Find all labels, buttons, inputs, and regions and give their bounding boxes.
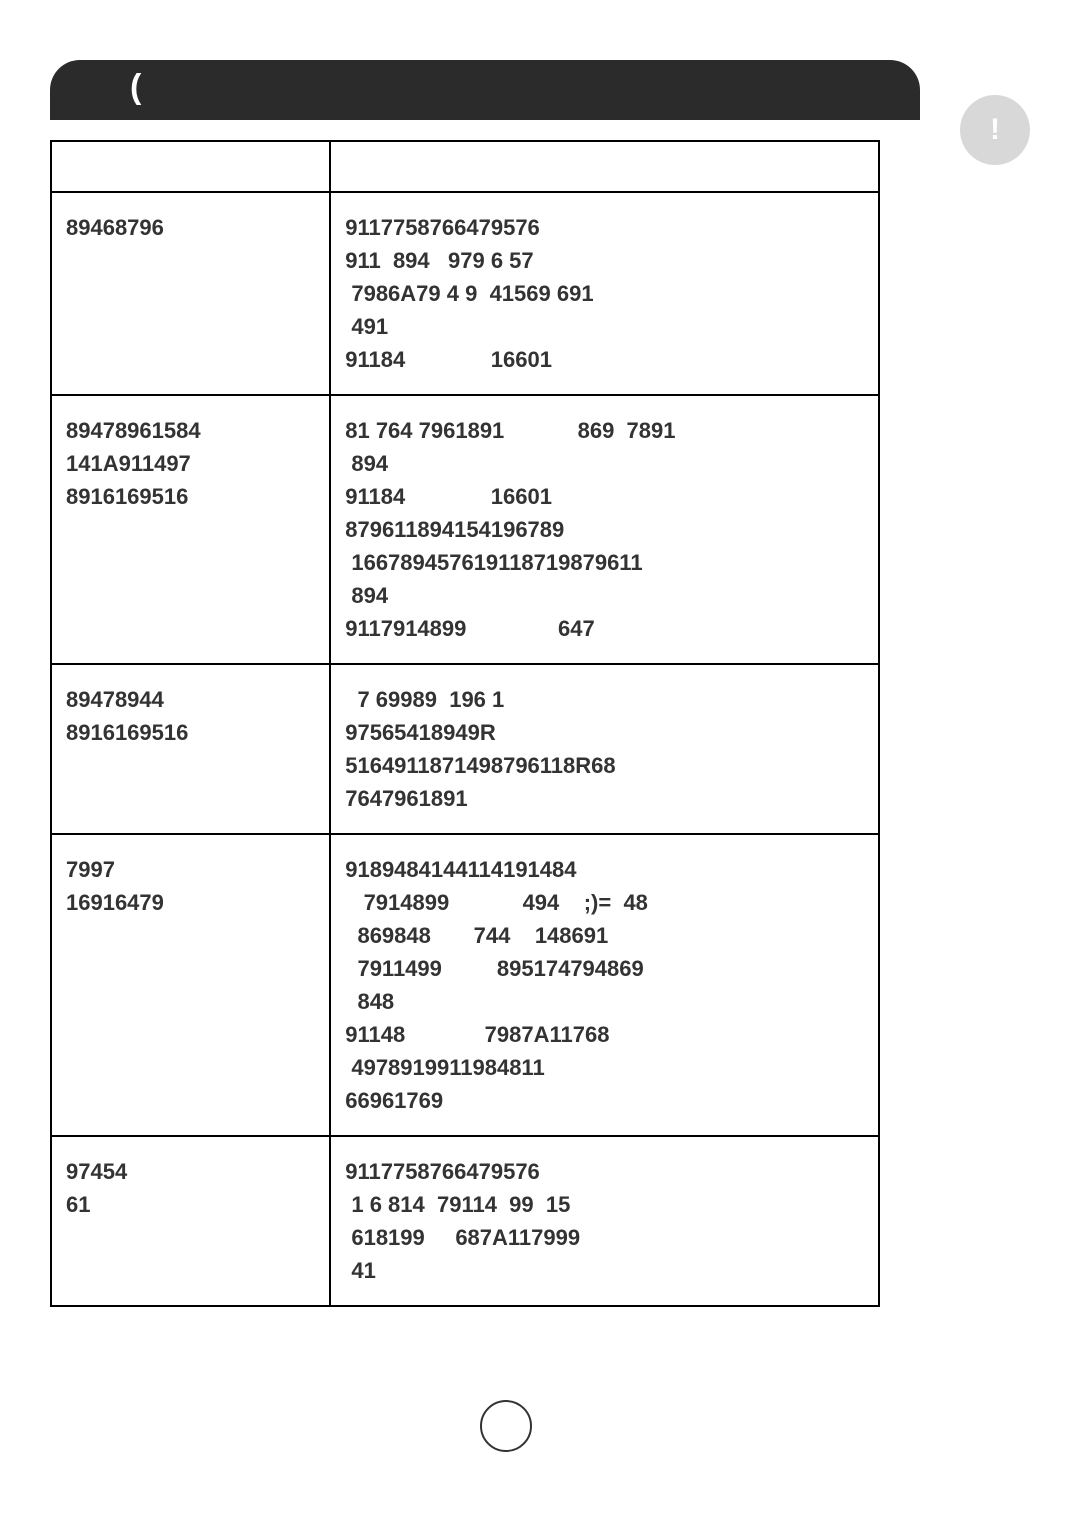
table-row: 7997169164799189484144114191484 7914899 …: [51, 834, 879, 1136]
cell-right: 7 69989 196 197565418949R516491187149879…: [330, 664, 879, 834]
cell-text-line: 89478961584: [66, 414, 315, 447]
cell-text-line: 1 6 814 79114 99 15: [345, 1188, 864, 1221]
cell-text-line: 7914899 494 ;)= 48: [345, 886, 864, 919]
cell-text-line: 97454: [66, 1155, 315, 1188]
cell-text-line: 8916169516: [66, 716, 315, 749]
cell-text-line: 7647961891: [345, 782, 864, 815]
cell-left: 894789448916169516: [51, 664, 330, 834]
cell-text-line: 16916479: [66, 886, 315, 919]
cell-text-line: 91148 7987A11768: [345, 1018, 864, 1051]
cell-text-line: 8916169516: [66, 480, 315, 513]
cell-text-line: 618199 687A117999: [345, 1221, 864, 1254]
cell-text-line: 91184 16601: [345, 480, 864, 513]
cell-text-line: [339, 150, 870, 183]
table-row: 894789448916169516 7 69989 196 197565418…: [51, 664, 879, 834]
cell-text-line: 16678945761911871987​9611: [345, 546, 864, 579]
cell-text-line: [60, 150, 321, 183]
cell-right: 81 764 7961891 869 7891 89491184 1660187…: [330, 395, 879, 664]
cell-text-line: 81 764 7961891 869 7891: [345, 414, 864, 447]
cell-right: [330, 141, 879, 192]
cell-left: 89468796: [51, 192, 330, 395]
cell-left: 9745461: [51, 1136, 330, 1306]
table-row: [51, 141, 879, 192]
cell-text-line: 7911499 895174794869: [345, 952, 864, 985]
cell-left: [51, 141, 330, 192]
cell-text-line: 7 69989 196 1: [345, 683, 864, 716]
cell-text-line: 869848 744 148691: [345, 919, 864, 952]
cell-text-line: 9117758766479576: [345, 1155, 864, 1188]
header-paren-symbol: (: [130, 68, 141, 107]
cell-text-line: 894: [345, 447, 864, 480]
cell-text-line: 4978919911984811: [345, 1051, 864, 1084]
cell-text-line: 89468796: [66, 211, 315, 244]
cell-text-line: 9189484144114191484: [345, 853, 864, 886]
cell-text-line: 91184 16601: [345, 343, 864, 376]
table-row: 89468796 9117758766479576911 894 979 6 57…: [51, 192, 879, 395]
cell-text-line: 491: [345, 310, 864, 343]
data-table: 894687969117758766479576911 894 979 6 57…: [50, 140, 880, 1307]
cell-text-line: 9117758766479576: [345, 211, 864, 244]
cell-text-line: 7986A79 4 9 41569 691: [345, 277, 864, 310]
cell-text-line: 61: [66, 1188, 315, 1221]
cell-text-line: 879611894154196789: [345, 513, 864, 546]
page-number-circle: [480, 1400, 532, 1452]
cell-text-line: 66961769: [345, 1084, 864, 1117]
cell-right: 9117758766479576911 894 979 6 57 7986A79…: [330, 192, 879, 395]
table-row: 89478961584141A911497891616951681 764 79…: [51, 395, 879, 664]
side-exclamation-badge: !: [960, 95, 1030, 165]
cell-text-line: 911 894 979 6 57: [345, 244, 864, 277]
table-row: 97454619117758766479576 1 6 814 79114 99…: [51, 1136, 879, 1306]
cell-text-line: 9117914899 647: [345, 612, 864, 645]
cell-left: 89478961584141A9114978916169516: [51, 395, 330, 664]
cell-text-line: 848: [345, 985, 864, 1018]
side-badge-symbol: !: [990, 113, 1000, 147]
cell-text-line: 7997: [66, 853, 315, 886]
cell-text-line: 97565418949R: [345, 716, 864, 749]
cell-text-line: 89478944: [66, 683, 315, 716]
cell-left: 799716916479: [51, 834, 330, 1136]
cell-right: 9189484144114191484 7914899 494 ;)= 48 8…: [330, 834, 879, 1136]
header-bar: (: [50, 60, 920, 120]
cell-text-line: 141A911497: [66, 447, 315, 480]
cell-right: 9117758766479576 1 6 814 79114 99 15 618…: [330, 1136, 879, 1306]
cell-text-line: 41: [345, 1254, 864, 1287]
cell-text-line: 5164911871498796118​R68: [345, 749, 864, 782]
cell-text-line: 894: [345, 579, 864, 612]
